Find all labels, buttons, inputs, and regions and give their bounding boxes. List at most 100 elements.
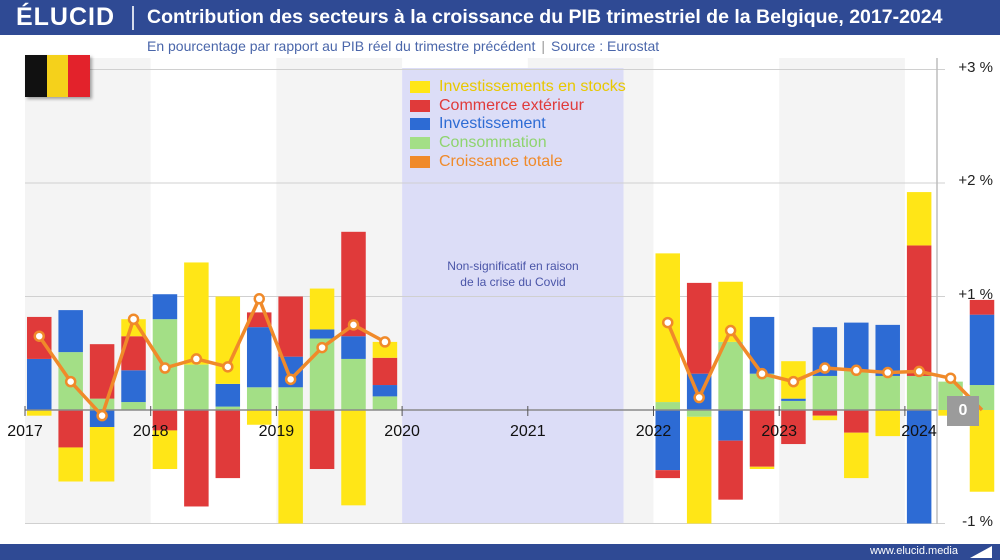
bar-stocks-2017-T2 (58, 447, 83, 482)
bar-investissement-2024-T1 (906, 410, 932, 524)
bar-commerce-2019-T2 (309, 410, 335, 470)
bar-stocks-2018-T2 (184, 262, 209, 365)
growth-point-2019-T1 (284, 373, 297, 386)
covid-note: Non-significatif en raison de la crise d… (404, 258, 622, 290)
growth-point-2023-T3 (850, 364, 863, 377)
growth-point-2017-T3 (96, 409, 108, 422)
year-band-2017 (25, 58, 151, 524)
legend-swatch-investissement (410, 118, 430, 131)
legend-item-stocks: Investissements en stocks (410, 78, 626, 97)
bar-stocks-2019-T3 (341, 410, 366, 506)
bar-stocks-2018-T4 (246, 410, 272, 425)
covid-note-line-2: de la crise du Covid (460, 275, 566, 289)
bar-investissement-2017-T1 (27, 358, 52, 410)
bar-stocks-2019-T4 (372, 341, 398, 358)
elucid-mark-icon (970, 546, 992, 558)
bar-investissement-2019-T4 (372, 385, 398, 397)
footer-url: www.elucid.media (869, 545, 958, 557)
bar-consommation-2017-T3 (89, 398, 115, 410)
bar-investissement-2022-T4 (749, 316, 775, 374)
legend-swatch-commerce (410, 99, 430, 112)
subtitle-divider: | (541, 38, 545, 54)
legend-swatch-consommation (410, 137, 430, 150)
bar-investissement-2022-T1 (655, 410, 680, 471)
legend-item-commerce: Commerce extérieur (410, 97, 626, 116)
bar-stocks-2017-T4 (121, 319, 146, 337)
bar-consommation-2022-T4 (749, 373, 775, 410)
legend-swatch-croissance (410, 155, 430, 168)
flag-stripe-yellow (46, 55, 69, 97)
legend-label-commerce: Commerce extérieur (439, 96, 584, 114)
bar-stocks-2023-T2 (812, 415, 838, 421)
legend-item-croissance: Croissance totale (410, 152, 626, 171)
legend-item-investissement: Investissement (410, 115, 626, 134)
bar-commerce-2024-T3 (969, 299, 995, 315)
growth-point-2022-T1 (662, 316, 674, 329)
bar-investissement-2018-T1 (152, 294, 178, 320)
bar-investissement-2023-T1 (781, 398, 806, 401)
bar-consommation-2022-T2 (686, 410, 712, 417)
growth-point-2024-T2 (944, 372, 957, 384)
legend-swatch-stocks (410, 81, 430, 94)
bar-consommation-2022-T1 (655, 402, 680, 410)
x-tick-label-2020: 2020 (384, 423, 420, 440)
bar-stocks-2023-T3 (844, 432, 869, 479)
legend-label-croissance: Croissance totale (439, 152, 563, 170)
growth-point-2018-T4 (253, 293, 265, 305)
chart-legend: Investissements en stocks Commerce extéri… (410, 78, 626, 171)
bar-commerce-2023-T2 (812, 410, 838, 416)
bar-investissement-2019-T2 (309, 329, 335, 339)
x-tick-label-2018: 2018 (133, 423, 169, 440)
growth-point-2023-T2 (819, 362, 831, 374)
bar-consommation-2023-T1 (781, 400, 806, 410)
bar-consommation-2023-T3 (844, 370, 869, 410)
bar-commerce-2019-T3 (341, 231, 366, 337)
brand-logo: ÉLUCID (0, 0, 131, 35)
x-tick-label-2023: 2023 (761, 423, 797, 440)
bar-commerce-2022-T1 (655, 470, 680, 479)
growth-point-2024-T1 (913, 365, 925, 378)
bar-stocks-2022-T4 (749, 466, 775, 470)
bar-commerce-2022-T2 (686, 282, 712, 374)
growth-point-2019-T2 (316, 341, 328, 354)
covid-note-line-1: Non-significatif en raison (447, 259, 579, 273)
year-band-2023 (779, 58, 905, 524)
bar-stocks-2019-T1 (278, 410, 303, 524)
legend-label-consommation: Consommation (439, 134, 547, 152)
bar-commerce-2018-T1 (152, 410, 178, 431)
bar-consommation-2018-T4 (246, 387, 272, 410)
bar-stocks-2017-T3 (89, 427, 115, 482)
growth-point-2019-T4 (379, 336, 391, 348)
chart-title: Contribution des secteurs à la croissanc… (147, 6, 943, 28)
bar-commerce-2022-T4 (749, 410, 775, 467)
bar-consommation-2023-T4 (875, 375, 900, 410)
bar-investissement-2018-T3 (215, 383, 241, 407)
chart-subtitle: En pourcentage par rapport au PIB réel d… (147, 38, 659, 54)
flag-stripe-black (25, 55, 47, 97)
y-tick-label: -1 % (962, 512, 993, 530)
y-tick-label: +1 % (958, 285, 993, 303)
growth-point-2017-T4 (127, 313, 140, 325)
bar-stocks-2022-T2 (686, 416, 712, 524)
bar-consommation-2017-T4 (121, 402, 146, 410)
bar-consommation-2024-T1 (906, 375, 932, 410)
bar-investissement-2019-T3 (341, 336, 366, 359)
bar-consommation-2018-T2 (184, 364, 209, 410)
belgium-flag-icon (25, 55, 91, 97)
bar-consommation-2019-T1 (278, 387, 303, 410)
growth-point-2017-T1 (33, 330, 45, 342)
bar-stocks-2019-T2 (309, 288, 335, 330)
bar-commerce-2018-T3 (215, 410, 241, 479)
bar-stocks-2024-T1 (906, 192, 932, 246)
bar-stocks-2018-T1 (152, 430, 178, 470)
flag-stripe-red (68, 55, 91, 97)
growth-point-2022-T4 (756, 367, 768, 380)
growth-point-2018-T1 (159, 362, 171, 374)
bar-commerce-2023-T3 (844, 410, 869, 433)
x-tick-label-2024: 2024 (901, 423, 937, 440)
bar-commerce-2017-T2 (58, 410, 83, 448)
x-tick-label-2022: 2022 (636, 423, 672, 440)
y-tick-label: +3 % (958, 58, 993, 76)
growth-point-2023-T1 (787, 375, 800, 388)
